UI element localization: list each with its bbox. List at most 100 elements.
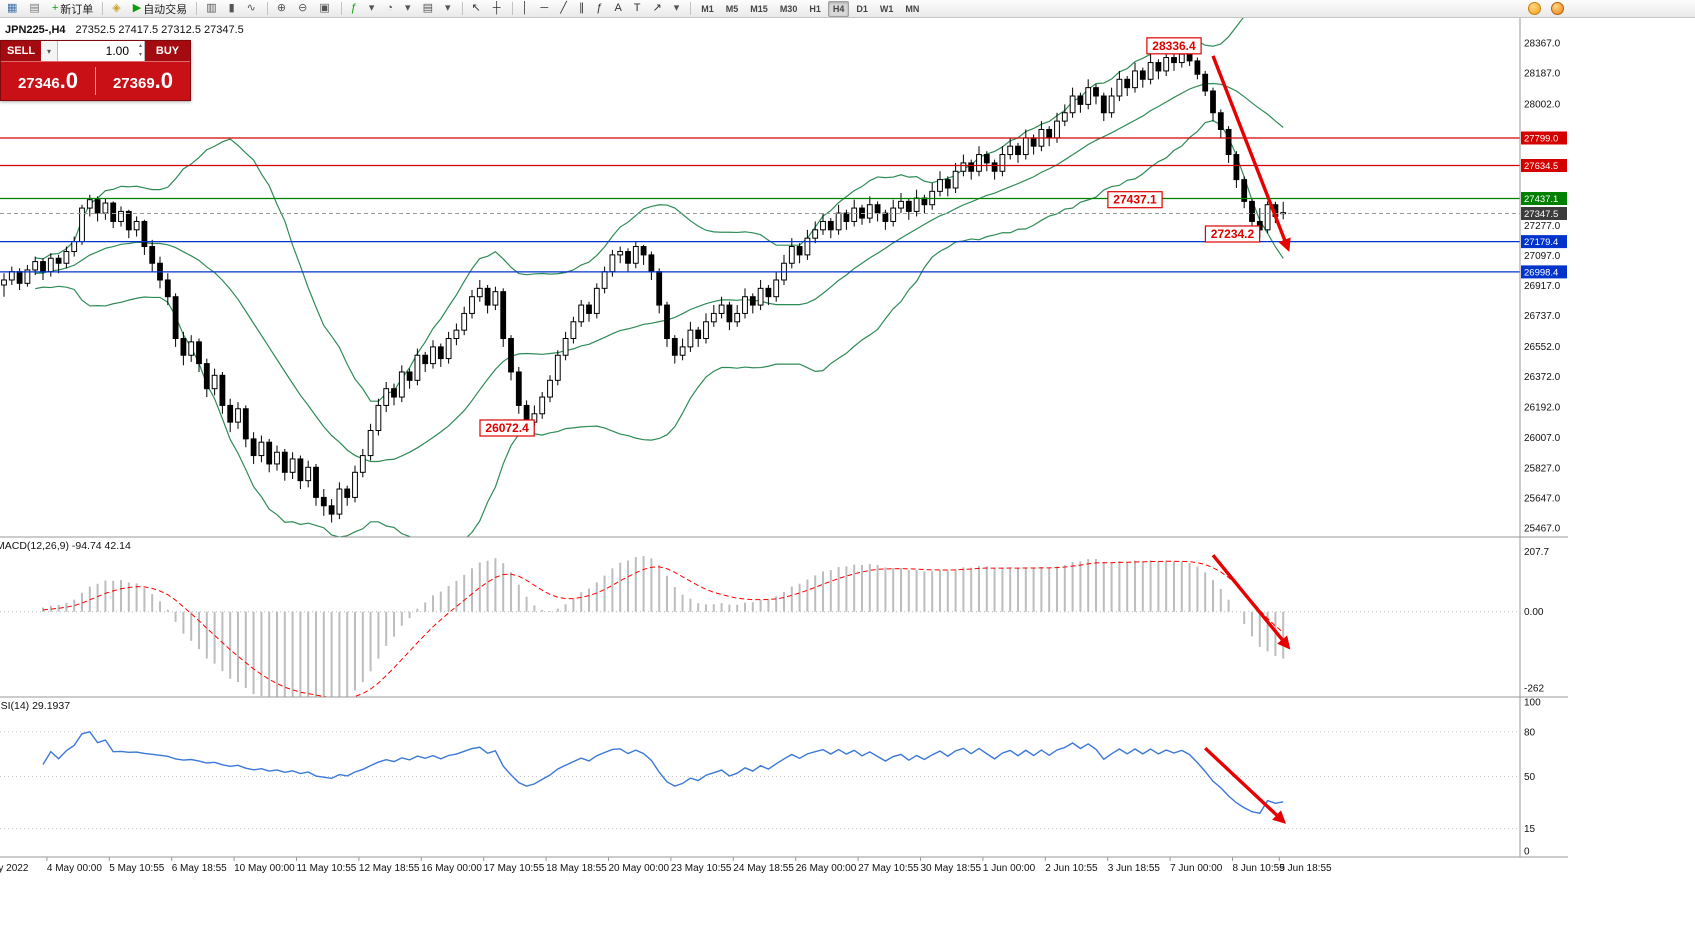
spin-down-icon: ▾ (138, 52, 142, 58)
macd-signal-line (42, 560, 1284, 697)
tf-h1-button[interactable]: H1 (804, 1, 826, 17)
tile-windows-icon[interactable]: ▣ (315, 1, 335, 17)
volume-input[interactable]: 1.00 ▴ ▾ (58, 41, 145, 61)
price-axis-label: 25827.0 (1524, 463, 1561, 474)
trend-arrow[interactable] (1211, 554, 1291, 650)
volume-value: 1.00 (105, 44, 129, 58)
arrows-icon[interactable]: ↗ (649, 1, 668, 17)
price-annotation-text: 27437.1 (1113, 193, 1157, 207)
tf-m15-button[interactable]: M15 (745, 1, 773, 17)
tf-d1-button-label: D1 (856, 3, 868, 14)
price-annotation-box[interactable] (1107, 191, 1163, 209)
cursor-icon-glyph: ↖ (471, 2, 481, 14)
profiles-icon[interactable]: ▤ (25, 1, 45, 17)
time-axis-label: 3 Jun 18:55 (1108, 863, 1161, 874)
time-axis-label: 1 Jun 00:00 (983, 863, 1036, 874)
chart-svg[interactable]: JPN225-,H4 27352.5 27417.5 27312.5 27347.… (0, 18, 1695, 940)
trend-arrow[interactable] (1211, 55, 1291, 252)
zoom-out-icon[interactable]: ⊖ (294, 1, 313, 17)
new-order-button[interactable]: + 新订单 (48, 1, 97, 17)
periods-dropdown-icon-glyph: ▾ (405, 2, 411, 14)
chevron-down-icon: ▾ (46, 46, 51, 56)
tf-m1-button[interactable]: M1 (696, 1, 719, 17)
toolbar-separator (102, 2, 104, 15)
channel-icon[interactable]: ∥ (575, 1, 591, 17)
bar-chart-icon-glyph: ▥ (206, 2, 217, 14)
price-axis-label: 26007.0 (1524, 433, 1561, 444)
vertical-line-icon-glyph: │ (521, 2, 529, 14)
chart-symbol-info: JPN225-,H4 27352.5 27417.5 27312.5 27347.… (5, 24, 244, 36)
text-icon[interactable]: A (610, 1, 627, 17)
fibonacci-icon[interactable]: ƒ (592, 1, 608, 17)
candles (1, 48, 1287, 523)
price-annotation-text: 28336.4 (1152, 39, 1196, 53)
horizontal-line-icon[interactable]: ─ (536, 1, 554, 17)
price-annotation-box[interactable] (1146, 37, 1202, 55)
candlestick-chart-icon[interactable]: ▮ (225, 1, 241, 17)
new-chart-icon[interactable]: ▦ (3, 1, 23, 17)
price-annotation-text: 26072.4 (485, 421, 529, 435)
time-axis-label: May 2022 (0, 863, 29, 874)
crosshair-icon-glyph: ┼ (492, 2, 501, 14)
arrows-dropdown-icon[interactable]: ▾ (670, 1, 686, 17)
buy-button[interactable]: BUY (145, 41, 190, 61)
one-click-trading-panel: SELL ▾ 1.00 ▴ ▾ BUY 27346.0 27369.0 (0, 40, 191, 101)
tf-h4-button[interactable]: H4 (827, 0, 850, 17)
chart-window: JPN225-,H4 27352.5 27417.5 27312.5 27347.… (0, 18, 1695, 940)
indicators-dropdown-icon[interactable]: ▾ (365, 1, 381, 17)
tf-mn-button[interactable]: MN (900, 1, 924, 17)
volume-spinner[interactable]: ▴ ▾ (139, 42, 142, 60)
bar-chart-icon[interactable]: ▥ (202, 1, 222, 17)
buy-price[interactable]: 27369.0 (112, 68, 174, 93)
text-label-icon-glyph: T (633, 2, 641, 14)
cursor-icon[interactable]: ↖ (468, 1, 487, 17)
volume-dropdown[interactable]: ▾ (41, 41, 58, 61)
autotrading-button[interactable]: ▶ 自动交易 (129, 1, 191, 17)
rsi-panel[interactable] (0, 731, 1520, 830)
tf-m5-button[interactable]: M5 (721, 1, 744, 17)
crosshair-icon[interactable]: ┼ (489, 1, 507, 17)
metaeditor-icon[interactable]: ◈ (108, 1, 126, 17)
community-notifications-icon[interactable] (1528, 2, 1541, 15)
sell-button[interactable]: SELL (1, 41, 41, 61)
time-axis-label: 6 May 18:55 (172, 863, 227, 874)
vertical-line-icon[interactable]: │ (518, 1, 535, 17)
macd-label: MACD(12,26,9) -94.74 42.14 (0, 540, 131, 552)
time-axis-label: 5 May 10:55 (109, 863, 164, 874)
templates-dropdown-icon[interactable]: ▾ (441, 1, 457, 17)
templates-icon[interactable]: ▤ (419, 1, 439, 17)
horizontal-line-icon-glyph: ─ (540, 2, 549, 14)
zoom-in-icon[interactable]: ⊕ (273, 1, 292, 17)
time-axis-label: 26 May 00:00 (796, 863, 857, 874)
tf-w1-button[interactable]: W1 (875, 1, 899, 17)
time-axis-label: 12 May 18:55 (359, 863, 420, 874)
tf-d1-button[interactable]: D1 (851, 1, 873, 17)
tf-m30-button[interactable]: M30 (775, 1, 803, 17)
main-chart-area[interactable]: 28336.4 27437.1 27234.2 26072.4 (0, 18, 1520, 547)
price-annotation-box[interactable] (1204, 225, 1261, 243)
price-annotation-box[interactable] (479, 419, 535, 437)
community-chat-icon[interactable] (1551, 2, 1564, 15)
price-axis-label: 26737.0 (1524, 311, 1561, 322)
templates-dropdown-icon-glyph: ▾ (444, 2, 451, 14)
price-badge (1521, 192, 1567, 206)
toolbar-separator (266, 2, 268, 15)
autotrading-button-label: 自动交易 (143, 3, 188, 16)
time-axis-label: 18 May 18:55 (546, 863, 607, 874)
line-chart-icon[interactable]: ∿ (243, 1, 262, 17)
toolbar-separator (461, 2, 463, 15)
trendline-icon[interactable]: ╱ (556, 1, 573, 17)
periods-icon[interactable]: ◔ (382, 1, 399, 17)
sell-price[interactable]: 27346.0 (17, 68, 79, 93)
periods-dropdown-icon[interactable]: ▾ (401, 1, 417, 17)
price-axis-label: 25647.0 (1524, 493, 1561, 504)
fibonacci-icon-glyph: ƒ (596, 2, 603, 14)
price-axis-label: 26372.0 (1524, 372, 1561, 383)
macd-panel[interactable] (0, 554, 1520, 703)
time-axis-label: 7 Jun 00:00 (1170, 863, 1223, 874)
text-label-icon[interactable]: T (630, 1, 647, 17)
indicators-icon[interactable]: ƒ (347, 1, 363, 17)
time-axis-label: 30 May 18:55 (921, 863, 982, 874)
price-badge (1521, 131, 1567, 145)
trend-arrow[interactable] (1204, 746, 1287, 824)
